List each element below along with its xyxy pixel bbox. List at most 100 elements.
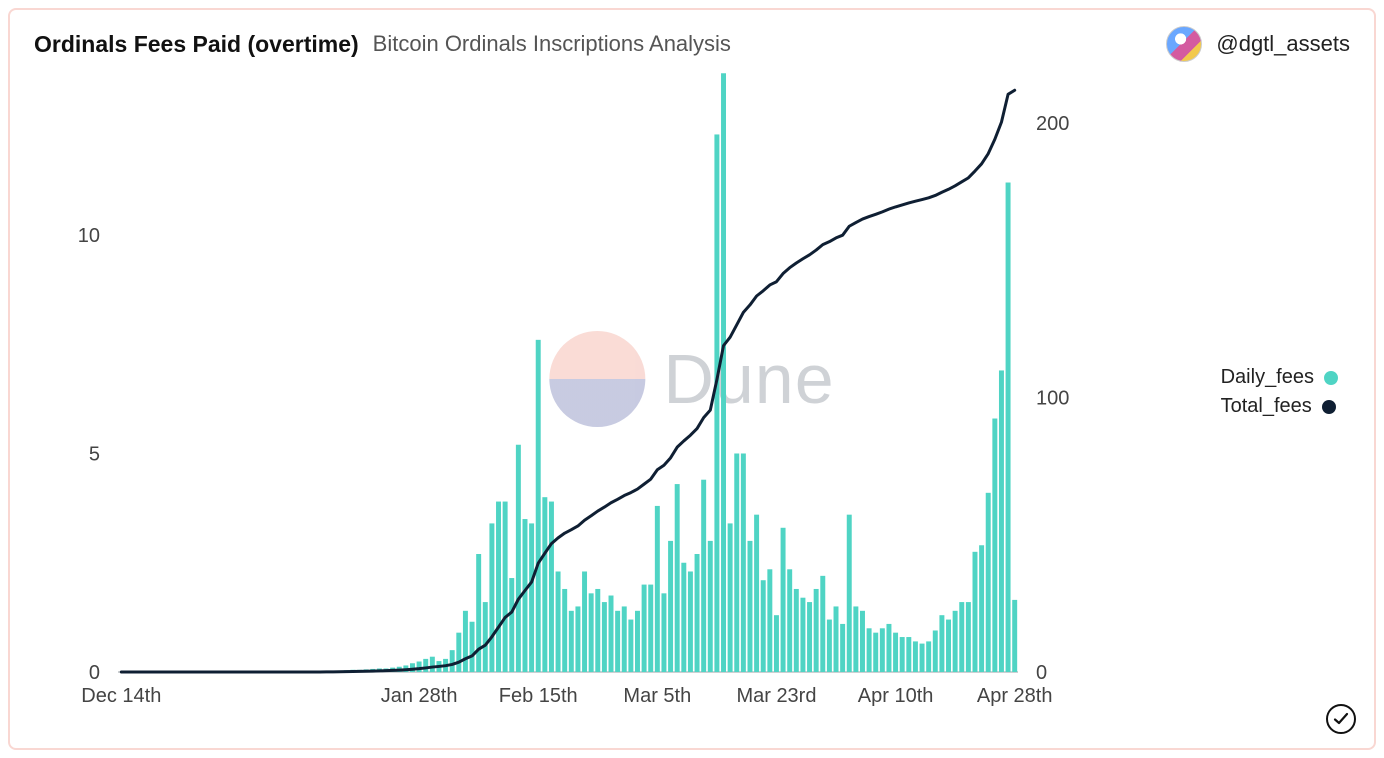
- bar: [853, 606, 858, 672]
- bar: [761, 580, 766, 672]
- bar: [569, 611, 574, 672]
- bar: [946, 620, 951, 672]
- bar: [840, 624, 845, 672]
- bar: [635, 611, 640, 672]
- bar: [873, 633, 878, 672]
- bar: [966, 602, 971, 672]
- bar: [741, 453, 746, 672]
- bar: [913, 641, 918, 672]
- bar: [456, 633, 461, 672]
- bar: [794, 589, 799, 672]
- x-tick-label: Apr 28th: [977, 685, 1053, 707]
- verified-check-icon[interactable]: [1326, 704, 1356, 734]
- bar: [886, 624, 891, 672]
- bar: [688, 571, 693, 672]
- bar: [609, 596, 614, 672]
- bar: [595, 589, 600, 672]
- y-right-tick-label: 200: [1036, 113, 1069, 135]
- x-tick-label: Apr 10th: [858, 685, 934, 707]
- bar: [549, 502, 554, 672]
- bar: [655, 506, 660, 672]
- bar: [933, 630, 938, 672]
- legend-item-daily-fees[interactable]: Daily_fees: [1221, 366, 1338, 389]
- bar: [979, 545, 984, 672]
- bar: [721, 73, 726, 672]
- x-tick-label: Mar 23rd: [736, 685, 816, 707]
- bar: [860, 611, 865, 672]
- bar: [423, 659, 428, 672]
- bar: [867, 628, 872, 672]
- y-left-tick-label: 10: [78, 225, 100, 247]
- bar: [1006, 183, 1011, 672]
- legend-swatch-icon: [1324, 371, 1338, 385]
- bar: [562, 589, 567, 672]
- bar: [714, 134, 719, 672]
- bar: [800, 598, 805, 672]
- bar: [523, 519, 528, 672]
- bar: [893, 633, 898, 672]
- bar: [516, 445, 521, 672]
- bar: [430, 657, 435, 672]
- bar: [681, 563, 686, 672]
- bar: [556, 571, 561, 672]
- bar: [814, 589, 819, 672]
- bar: [628, 620, 633, 672]
- bar: [906, 637, 911, 672]
- bar: [622, 606, 627, 672]
- bar: [728, 523, 733, 672]
- bar: [529, 523, 534, 672]
- bar: [483, 602, 488, 672]
- bar: [695, 554, 700, 672]
- bar: [1012, 600, 1017, 672]
- bar: [807, 602, 812, 672]
- bar: [417, 662, 422, 672]
- legend-label: Total_fees: [1221, 395, 1312, 418]
- legend-swatch-icon: [1322, 400, 1336, 414]
- chart-card: Ordinals Fees Paid (overtime) Bitcoin Or…: [8, 8, 1376, 750]
- bar: [992, 419, 997, 672]
- y-right-tick-label: 0: [1036, 662, 1047, 684]
- bar: [589, 593, 594, 672]
- bar: [648, 585, 653, 672]
- bar: [781, 528, 786, 672]
- bar: [661, 593, 666, 672]
- y-left-tick-label: 5: [89, 443, 100, 465]
- bar: [787, 569, 792, 672]
- bar: [900, 637, 905, 672]
- bar: [986, 493, 991, 672]
- x-tick-label: Mar 5th: [623, 685, 691, 707]
- bar: [748, 541, 753, 672]
- bar: [470, 622, 475, 672]
- bar: [999, 370, 1004, 672]
- bar: [536, 340, 541, 672]
- bar: [920, 644, 925, 672]
- bar: [582, 571, 587, 672]
- bar: [847, 515, 852, 672]
- bar: [675, 484, 680, 672]
- bar: [959, 602, 964, 672]
- legend-item-total-fees[interactable]: Total_fees: [1221, 395, 1338, 418]
- bar: [615, 611, 620, 672]
- bar: [450, 650, 455, 672]
- bar: [834, 606, 839, 672]
- bar: [774, 615, 779, 672]
- bar: [642, 585, 647, 672]
- bar: [602, 602, 607, 672]
- bar: [476, 554, 481, 672]
- x-tick-label: Dec 14th: [81, 685, 161, 707]
- chart-plot: 05100100200Dec 14thJan 28thFeb 15thMar 5…: [10, 10, 1376, 750]
- bar: [939, 615, 944, 672]
- legend: Daily_fees Total_fees: [1221, 360, 1338, 424]
- bar: [542, 497, 547, 672]
- bar: [463, 611, 468, 672]
- total-fees-line: [121, 90, 1014, 672]
- legend-label: Daily_fees: [1221, 366, 1314, 389]
- bar: [708, 541, 713, 672]
- bar: [820, 576, 825, 672]
- x-tick-label: Feb 15th: [499, 685, 578, 707]
- bar: [767, 569, 772, 672]
- bar: [953, 611, 958, 672]
- x-tick-label: Jan 28th: [381, 685, 458, 707]
- bar: [496, 502, 501, 672]
- y-left-tick-label: 0: [89, 662, 100, 684]
